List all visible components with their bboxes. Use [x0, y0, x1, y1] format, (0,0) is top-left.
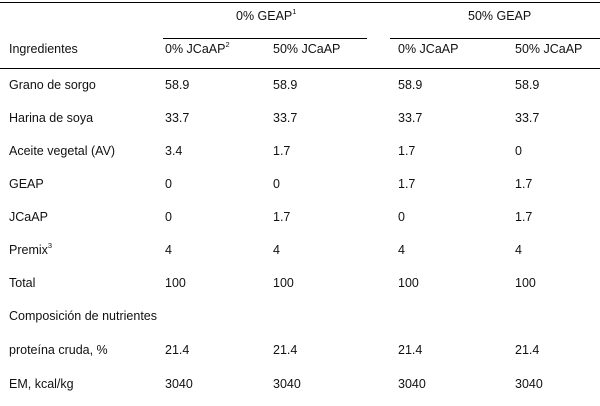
row-label: Composición de nutrientes — [9, 309, 157, 323]
cell-col-4: 1.7 — [515, 210, 533, 224]
cell-col-2: 1.7 — [273, 210, 291, 224]
sub-header-col-4: 50% JCaAP — [515, 42, 583, 56]
cell-col-3: 58.9 — [398, 78, 423, 92]
table-row: GEAP 0 0 1.7 1.7 — [0, 177, 600, 193]
cell-col-1: 4 — [165, 243, 172, 257]
row-header-ingredientes: Ingredientes — [9, 42, 78, 56]
group-rule-left — [163, 38, 367, 39]
cell-col-4: 100 — [515, 276, 536, 290]
row-label: EM, kcal/kg — [9, 377, 74, 391]
group-rule-right — [390, 38, 600, 39]
cell-col-1: 100 — [165, 276, 186, 290]
cell-col-2: 1.7 — [273, 144, 291, 158]
row-label: GEAP — [9, 177, 44, 191]
cell-col-1: 3040 — [165, 377, 193, 391]
cell-col-3: 3040 — [398, 377, 426, 391]
row-label: JCaAP — [9, 210, 48, 224]
cell-col-4: 33.7 — [515, 111, 540, 125]
cell-col-2: 100 — [273, 276, 294, 290]
row-label: Grano de sorgo — [9, 78, 96, 92]
row-label: Premix3 — [9, 240, 53, 257]
cell-col-4: 4 — [515, 243, 522, 257]
cell-col-1: 3.4 — [165, 144, 183, 158]
cell-col-3: 4 — [398, 243, 405, 257]
cell-col-3: 1.7 — [398, 144, 416, 158]
cell-col-1: 0 — [165, 210, 172, 224]
table-row: Premix3 4 4 4 4 — [0, 240, 600, 259]
sub-header-col-3: 0% JCaAP — [398, 42, 459, 56]
cell-col-3: 0 — [398, 210, 405, 224]
header-bottom-rule — [0, 68, 600, 69]
cell-col-3: 1.7 — [398, 177, 416, 191]
table-row: EM, kcal/kg 3040 3040 3040 3040 — [0, 377, 600, 393]
table-row: Harina de soya 33.7 33.7 33.7 33.7 — [0, 111, 600, 127]
cell-col-2: 33.7 — [273, 111, 298, 125]
row-label: proteína cruda, % — [9, 343, 108, 357]
cell-col-2: 0 — [273, 177, 280, 191]
cell-col-1: 0 — [165, 177, 172, 191]
cell-col-4: 0 — [515, 144, 522, 158]
cell-col-3: 100 — [398, 276, 419, 290]
cell-col-2: 4 — [273, 243, 280, 257]
table-row: Grano de sorgo 58.9 58.9 58.9 58.9 — [0, 78, 600, 94]
table-row: JCaAP 0 1.7 0 1.7 — [0, 210, 600, 226]
sub-header-col-1: 0% JCaAP2 — [165, 39, 230, 56]
cell-col-4: 21.4 — [515, 343, 540, 357]
cell-col-3: 21.4 — [398, 343, 423, 357]
top-rule — [0, 2, 600, 3]
table-row: Total 100 100 100 100 — [0, 276, 600, 292]
cell-col-1: 21.4 — [165, 343, 190, 357]
cell-col-4: 1.7 — [515, 177, 533, 191]
cell-col-2: 3040 — [273, 377, 301, 391]
table-row: proteína cruda, % 21.4 21.4 21.4 21.4 — [0, 343, 600, 359]
sub-header-col-2: 50% JCaAP — [273, 42, 341, 56]
group-header-0-geap: 0% GEAP1 — [236, 6, 297, 23]
group-header-50-geap: 50% GEAP — [468, 9, 532, 23]
cell-col-4: 58.9 — [515, 78, 540, 92]
cell-col-3: 33.7 — [398, 111, 423, 125]
row-label: Harina de soya — [9, 111, 94, 125]
cell-col-4: 3040 — [515, 377, 543, 391]
row-label: Aceite vegetal (AV) — [9, 144, 116, 158]
table-row: Composición de nutrientes — [0, 309, 600, 325]
row-label: Total — [9, 276, 36, 290]
cell-col-1: 58.9 — [165, 78, 190, 92]
cell-col-1: 33.7 — [165, 111, 190, 125]
cell-col-2: 21.4 — [273, 343, 298, 357]
table-row: Aceite vegetal (AV) 3.4 1.7 1.7 0 — [0, 144, 600, 160]
cell-col-2: 58.9 — [273, 78, 298, 92]
